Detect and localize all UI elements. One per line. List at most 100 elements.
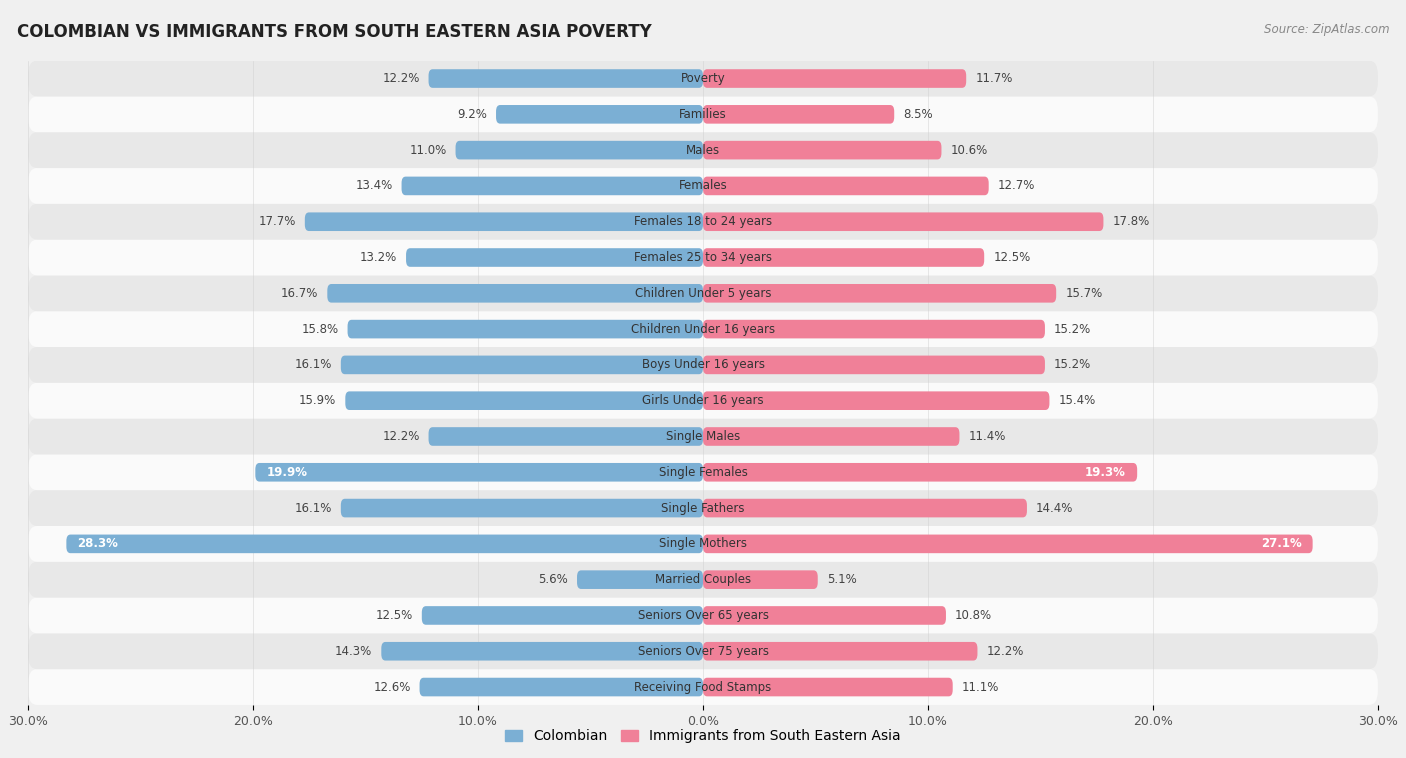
Text: 10.6%: 10.6%: [950, 143, 987, 157]
Text: Single Fathers: Single Fathers: [661, 502, 745, 515]
FancyBboxPatch shape: [496, 105, 703, 124]
Text: 13.4%: 13.4%: [356, 180, 392, 193]
Text: 19.3%: 19.3%: [1085, 465, 1126, 479]
FancyBboxPatch shape: [347, 320, 703, 338]
FancyBboxPatch shape: [340, 499, 703, 518]
Text: 12.2%: 12.2%: [382, 430, 419, 443]
FancyBboxPatch shape: [703, 499, 1026, 518]
FancyBboxPatch shape: [328, 284, 703, 302]
FancyBboxPatch shape: [28, 204, 1378, 240]
Text: Girls Under 16 years: Girls Under 16 years: [643, 394, 763, 407]
FancyBboxPatch shape: [28, 312, 1378, 347]
FancyBboxPatch shape: [340, 356, 703, 374]
FancyBboxPatch shape: [28, 526, 1378, 562]
Text: Source: ZipAtlas.com: Source: ZipAtlas.com: [1264, 23, 1389, 36]
Text: 12.6%: 12.6%: [373, 681, 411, 694]
FancyBboxPatch shape: [422, 606, 703, 625]
FancyBboxPatch shape: [703, 141, 942, 159]
FancyBboxPatch shape: [28, 418, 1378, 454]
FancyBboxPatch shape: [402, 177, 703, 196]
FancyBboxPatch shape: [703, 678, 953, 697]
Text: 15.8%: 15.8%: [301, 323, 339, 336]
Text: COLOMBIAN VS IMMIGRANTS FROM SOUTH EASTERN ASIA POVERTY: COLOMBIAN VS IMMIGRANTS FROM SOUTH EASTE…: [17, 23, 651, 41]
FancyBboxPatch shape: [576, 570, 703, 589]
FancyBboxPatch shape: [703, 105, 894, 124]
FancyBboxPatch shape: [28, 61, 1378, 96]
Text: Children Under 16 years: Children Under 16 years: [631, 323, 775, 336]
FancyBboxPatch shape: [28, 347, 1378, 383]
Text: 11.4%: 11.4%: [969, 430, 1005, 443]
Text: Females: Females: [679, 180, 727, 193]
Text: 17.7%: 17.7%: [259, 215, 295, 228]
FancyBboxPatch shape: [28, 383, 1378, 418]
Text: 14.3%: 14.3%: [335, 645, 373, 658]
FancyBboxPatch shape: [703, 534, 1313, 553]
FancyBboxPatch shape: [703, 391, 1049, 410]
FancyBboxPatch shape: [703, 69, 966, 88]
Legend: Colombian, Immigrants from South Eastern Asia: Colombian, Immigrants from South Eastern…: [505, 729, 901, 743]
Text: 28.3%: 28.3%: [77, 537, 118, 550]
FancyBboxPatch shape: [419, 678, 703, 697]
Text: 12.2%: 12.2%: [987, 645, 1024, 658]
Text: Single Mothers: Single Mothers: [659, 537, 747, 550]
Text: 11.0%: 11.0%: [409, 143, 447, 157]
Text: Males: Males: [686, 143, 720, 157]
FancyBboxPatch shape: [346, 391, 703, 410]
Text: Females 18 to 24 years: Females 18 to 24 years: [634, 215, 772, 228]
FancyBboxPatch shape: [703, 284, 1056, 302]
FancyBboxPatch shape: [703, 642, 977, 660]
Text: Families: Families: [679, 108, 727, 121]
FancyBboxPatch shape: [406, 248, 703, 267]
Text: Receiving Food Stamps: Receiving Food Stamps: [634, 681, 772, 694]
Text: 16.7%: 16.7%: [281, 287, 318, 300]
FancyBboxPatch shape: [703, 570, 818, 589]
FancyBboxPatch shape: [28, 168, 1378, 204]
FancyBboxPatch shape: [381, 642, 703, 660]
FancyBboxPatch shape: [28, 96, 1378, 132]
FancyBboxPatch shape: [28, 669, 1378, 705]
Text: 11.7%: 11.7%: [976, 72, 1012, 85]
Text: 12.5%: 12.5%: [993, 251, 1031, 264]
FancyBboxPatch shape: [256, 463, 703, 481]
FancyBboxPatch shape: [28, 132, 1378, 168]
FancyBboxPatch shape: [66, 534, 703, 553]
FancyBboxPatch shape: [28, 490, 1378, 526]
Text: 27.1%: 27.1%: [1261, 537, 1302, 550]
Text: Married Couples: Married Couples: [655, 573, 751, 586]
FancyBboxPatch shape: [28, 454, 1378, 490]
Text: 12.2%: 12.2%: [382, 72, 419, 85]
Text: 16.1%: 16.1%: [294, 359, 332, 371]
Text: 5.1%: 5.1%: [827, 573, 856, 586]
Text: 17.8%: 17.8%: [1112, 215, 1150, 228]
FancyBboxPatch shape: [28, 275, 1378, 312]
FancyBboxPatch shape: [28, 597, 1378, 634]
Text: Single Females: Single Females: [658, 465, 748, 479]
Text: 12.7%: 12.7%: [998, 180, 1035, 193]
Text: 11.1%: 11.1%: [962, 681, 1000, 694]
Text: Single Males: Single Males: [666, 430, 740, 443]
FancyBboxPatch shape: [456, 141, 703, 159]
Text: 14.4%: 14.4%: [1036, 502, 1073, 515]
Text: 15.9%: 15.9%: [299, 394, 336, 407]
FancyBboxPatch shape: [28, 562, 1378, 597]
FancyBboxPatch shape: [28, 240, 1378, 275]
Text: Boys Under 16 years: Boys Under 16 years: [641, 359, 765, 371]
FancyBboxPatch shape: [28, 634, 1378, 669]
FancyBboxPatch shape: [703, 248, 984, 267]
Text: 8.5%: 8.5%: [903, 108, 932, 121]
Text: 12.5%: 12.5%: [375, 609, 413, 622]
FancyBboxPatch shape: [703, 356, 1045, 374]
FancyBboxPatch shape: [703, 177, 988, 196]
Text: 9.2%: 9.2%: [457, 108, 486, 121]
Text: 15.7%: 15.7%: [1066, 287, 1102, 300]
Text: Seniors Over 75 years: Seniors Over 75 years: [637, 645, 769, 658]
Text: 10.8%: 10.8%: [955, 609, 993, 622]
FancyBboxPatch shape: [429, 69, 703, 88]
Text: Children Under 5 years: Children Under 5 years: [634, 287, 772, 300]
Text: 15.2%: 15.2%: [1054, 323, 1091, 336]
Text: Females 25 to 34 years: Females 25 to 34 years: [634, 251, 772, 264]
FancyBboxPatch shape: [703, 463, 1137, 481]
FancyBboxPatch shape: [703, 606, 946, 625]
Text: 5.6%: 5.6%: [538, 573, 568, 586]
Text: 16.1%: 16.1%: [294, 502, 332, 515]
